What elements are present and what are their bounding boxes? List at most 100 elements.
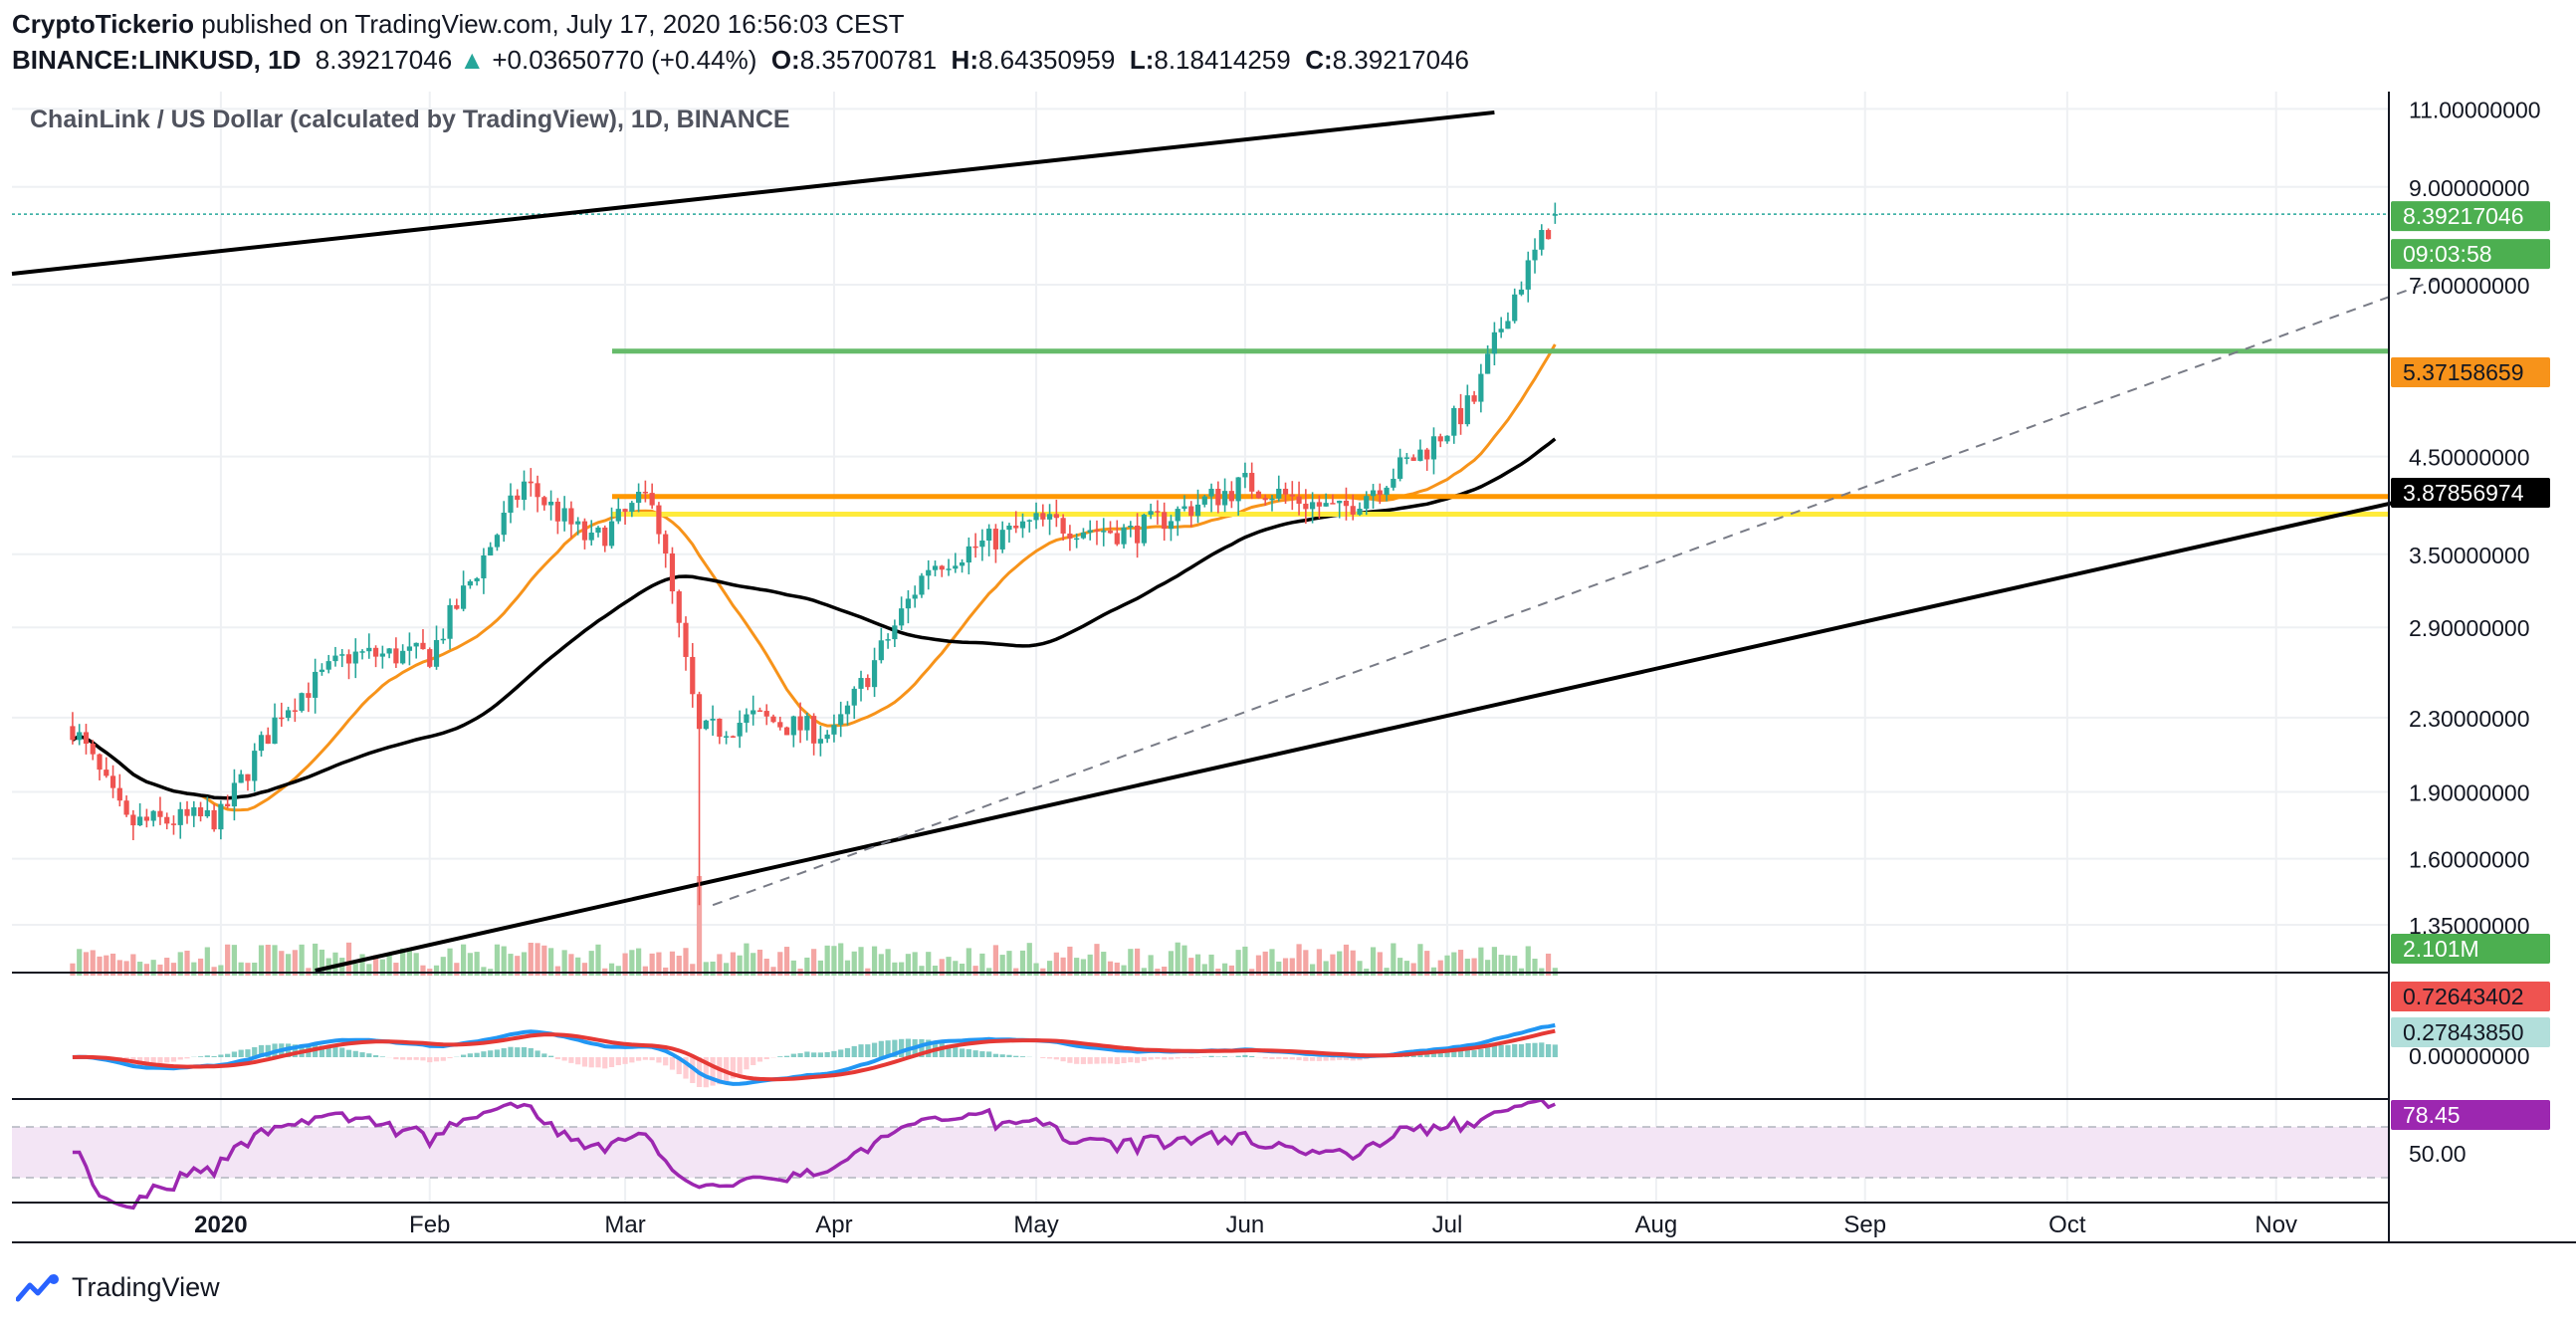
volume-bar (703, 962, 709, 976)
candle-body (1491, 331, 1497, 354)
candle-body (474, 577, 480, 581)
macd-histogram-bar (488, 1050, 494, 1057)
macd-histogram-bar (1437, 1051, 1443, 1057)
candle-body (447, 604, 453, 639)
low-value: 8.18414259 (1154, 45, 1291, 75)
candle-body (1437, 436, 1443, 442)
macd-histogram-bar (1424, 1052, 1430, 1057)
volume-bar (959, 964, 966, 976)
volume-bar (770, 967, 776, 976)
candle-body (1194, 504, 1201, 517)
volume-bar (858, 947, 864, 976)
candle-body (629, 503, 635, 513)
macd-histogram-bar (1451, 1050, 1457, 1057)
volume-bar (1262, 951, 1268, 976)
volume-bar (575, 957, 581, 976)
macd-histogram-bar (797, 1053, 803, 1057)
candle-body (979, 540, 985, 548)
macd-histogram-bar (548, 1055, 554, 1057)
volume-bar (272, 945, 278, 976)
volume-bar (966, 948, 971, 976)
candle-body (1296, 496, 1302, 504)
candle-body (1525, 260, 1531, 290)
volume-bar (1060, 957, 1066, 976)
candle-body (717, 718, 723, 738)
up-triangle-icon: ▲ (459, 45, 486, 75)
volume-bar (1074, 958, 1080, 976)
macd-histogram-bar (811, 1052, 817, 1057)
candle-body (1276, 488, 1282, 499)
volume-bar (521, 952, 528, 976)
candle-body (1053, 514, 1059, 519)
volume-bar (696, 876, 703, 976)
candle-body (1545, 230, 1552, 240)
open-value: 8.35700781 (799, 45, 938, 75)
volume-bar (1094, 944, 1100, 976)
time-tick-label: Apr (815, 1212, 852, 1238)
chart-header: CryptoTickerio published on TradingView.… (12, 6, 1505, 78)
volume-bar (1512, 956, 1518, 976)
volume-bar (1114, 962, 1120, 976)
volume-bar (683, 948, 689, 976)
price-change: +0.03650770 (+0.44%) (492, 45, 757, 75)
macd-histogram-bar (352, 1050, 358, 1057)
volume-bar (1235, 950, 1241, 976)
candle-body (710, 718, 716, 721)
macd-histogram-bar (865, 1044, 871, 1057)
volume-bar (279, 951, 285, 976)
macd-histogram-bar (851, 1045, 857, 1057)
tradingview-brand[interactable]: TradingView (72, 1272, 220, 1302)
volume-bar (1430, 967, 1437, 976)
price-tick-label: 4.50000000 (2409, 445, 2530, 471)
candle-body (1532, 249, 1538, 261)
candle-body (252, 751, 258, 781)
macd-histogram-bar (379, 1056, 385, 1057)
publisher-name[interactable]: CryptoTickerio (12, 9, 195, 39)
volume-bar (730, 952, 736, 976)
candle-body (642, 491, 648, 494)
volume-bar (386, 954, 392, 976)
volume-bar (1457, 950, 1464, 976)
macd-histogram-bar (1046, 1057, 1053, 1059)
volume-bar (1451, 952, 1457, 976)
macd-histogram-bar (1053, 1057, 1059, 1060)
candle-body (143, 816, 149, 821)
candle-body (878, 640, 884, 661)
macd-histogram-bar (211, 1056, 217, 1057)
volume-bar (783, 947, 790, 976)
candle-body (440, 638, 446, 641)
volume-bar (299, 944, 305, 976)
candle-body (137, 816, 143, 826)
candle-body (359, 651, 365, 653)
macd-histogram-bar (831, 1050, 837, 1057)
candle-body (177, 808, 183, 825)
candle-body (460, 585, 467, 609)
macd-histogram-bar (366, 1053, 372, 1057)
price-chart[interactable]: 11.00000000 9.00000000 7.00000000 4.5000000… (0, 0, 2576, 1264)
price-tick-label: 3.50000000 (2409, 543, 2530, 568)
volume-bar (197, 958, 204, 976)
ma50-tag: 5.37158659 (2403, 359, 2524, 385)
candle-body (420, 642, 426, 650)
candle-body (116, 787, 122, 801)
macd-histogram-bar (581, 1057, 588, 1067)
candle-body (1114, 533, 1120, 545)
macd-histogram-bar (588, 1057, 594, 1068)
macd-histogram-bar (844, 1047, 851, 1057)
macd-histogram-bar (1194, 1057, 1201, 1058)
volume-bar (878, 954, 884, 976)
macd-histogram-bar (1235, 1055, 1241, 1057)
time-tick-label: Jun (1226, 1212, 1265, 1238)
candle-body (1316, 502, 1322, 507)
macd-histogram-bar (763, 1057, 769, 1060)
volume-bar (1162, 966, 1168, 976)
macd-histogram-bar (892, 1039, 898, 1057)
volume-bar (1019, 950, 1026, 976)
macd-histogram-bar (1101, 1057, 1107, 1064)
macd-histogram-bar (751, 1057, 756, 1065)
macd-histogram-bar (1444, 1051, 1450, 1057)
candle-body (899, 608, 905, 626)
volume-bar (1532, 959, 1538, 976)
time-tick-label: Aug (1635, 1212, 1678, 1238)
volume-bar (1410, 963, 1416, 976)
